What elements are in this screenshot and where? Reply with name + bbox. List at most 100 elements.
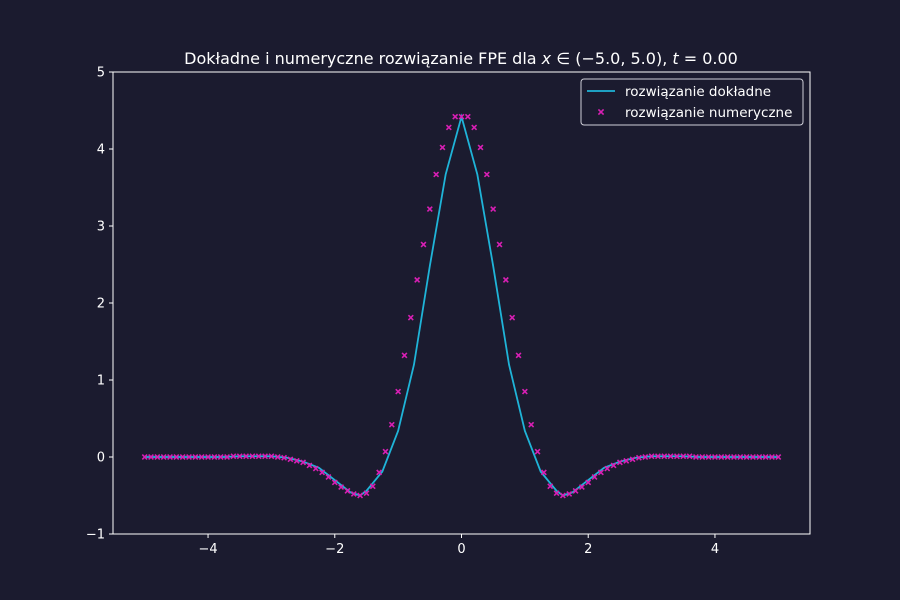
data-point-numeric <box>553 490 560 497</box>
x-tick-label: −2 <box>325 542 344 557</box>
data-point-numeric <box>711 454 718 460</box>
data-point-numeric <box>344 487 351 494</box>
y-tick-label: 2 <box>97 297 105 312</box>
data-point-numeric <box>407 314 414 321</box>
data-point-numeric <box>179 454 186 460</box>
data-point-numeric <box>648 453 655 460</box>
data-point-numeric <box>186 454 193 460</box>
data-point-numeric <box>452 113 459 120</box>
data-point-numeric <box>616 459 623 466</box>
data-point-numeric <box>686 453 693 460</box>
data-point-numeric <box>350 490 357 497</box>
title-math-t: t <box>672 49 679 68</box>
data-point-numeric <box>243 453 250 460</box>
data-point-numeric <box>597 469 604 476</box>
legend-label: rozwiązanie dokładne <box>625 84 771 100</box>
data-point-numeric <box>369 483 376 490</box>
data-point-numeric <box>661 453 668 460</box>
data-point-numeric <box>331 479 338 486</box>
data-point-numeric <box>775 454 782 460</box>
data-point-numeric <box>268 453 275 460</box>
data-point-numeric <box>445 124 452 131</box>
data-point-numeric <box>249 453 256 460</box>
data-point-numeric <box>515 352 522 359</box>
x-tick-label: 0 <box>457 542 465 557</box>
legend-entry: rozwiązanie numeryczne <box>597 105 792 121</box>
data-point-numeric <box>433 171 440 178</box>
data-point-numeric <box>502 276 509 283</box>
data-point-numeric <box>376 469 383 476</box>
data-point-numeric <box>464 113 471 120</box>
legend: rozwiązanie dokładne rozwiązanie numerycz… <box>580 78 804 126</box>
data-point-numeric <box>287 456 294 463</box>
data-point-numeric <box>230 453 237 460</box>
x-tick-label: 4 <box>711 542 719 557</box>
data-point-numeric <box>718 454 725 460</box>
data-point-numeric <box>426 206 433 213</box>
data-point-numeric <box>255 453 262 460</box>
data-point-numeric <box>769 454 775 460</box>
data-point-numeric <box>395 388 402 395</box>
chart-title: Dokładne i numeryczne rozwiązanie FPE dl… <box>184 49 738 68</box>
y-tick-label: −1 <box>86 528 105 543</box>
data-point-numeric <box>148 454 154 460</box>
data-point-numeric <box>572 487 579 494</box>
title-math-x: x <box>541 49 552 68</box>
data-point-numeric <box>154 454 161 460</box>
data-point-numeric <box>724 454 731 460</box>
data-point-numeric <box>737 454 744 460</box>
data-point-numeric <box>236 453 243 460</box>
data-point-numeric <box>692 454 699 460</box>
data-point-numeric <box>281 454 288 461</box>
title-prefix: Dokładne i numeryczne rozwiązanie FPE dl… <box>184 49 542 68</box>
data-point-numeric <box>654 453 661 460</box>
data-point-numeric <box>490 206 497 213</box>
plot-area <box>141 113 782 499</box>
data-point-numeric <box>566 490 573 497</box>
data-point-numeric <box>610 462 617 469</box>
data-point-numeric <box>312 465 319 472</box>
data-point-numeric <box>357 492 364 499</box>
data-point-numeric <box>173 454 180 460</box>
data-point-numeric <box>483 171 490 178</box>
data-point-numeric <box>623 457 630 464</box>
data-point-numeric <box>629 456 636 463</box>
data-point-numeric <box>141 454 148 460</box>
title-math-eq: = 0.00 <box>679 49 738 68</box>
data-point-numeric <box>667 453 674 460</box>
axes-frame <box>112 71 811 535</box>
data-point-numeric <box>401 352 408 359</box>
y-tick-label: 4 <box>97 143 105 158</box>
data-point-numeric <box>496 241 503 248</box>
legend-label: rozwiązanie numeryczne <box>625 105 792 121</box>
x-tick-label: 2 <box>584 542 592 557</box>
data-point-numeric <box>293 457 300 464</box>
title-math-in: ∈ (−5.0, 5.0), <box>551 49 672 68</box>
data-point-numeric <box>167 454 173 460</box>
data-point-numeric <box>217 454 224 460</box>
data-point-numeric <box>388 421 395 428</box>
data-point-numeric <box>547 483 554 490</box>
data-point-numeric <box>306 462 313 469</box>
data-point-numeric <box>528 421 535 428</box>
y-tick-label: 1 <box>97 374 105 389</box>
data-point-numeric <box>762 454 769 460</box>
data-point-numeric <box>521 388 528 395</box>
data-point-numeric <box>160 454 167 460</box>
data-point-numeric <box>439 144 446 151</box>
data-point-numeric <box>363 490 370 497</box>
series-line-exact <box>144 113 779 497</box>
data-point-numeric <box>730 454 737 460</box>
data-point-numeric <box>585 479 592 486</box>
legend-x-swatch <box>597 108 605 116</box>
data-point-numeric <box>382 448 389 455</box>
legend-entry: rozwiązanie dokładne <box>587 84 771 100</box>
axes: −4 −2 0 2 4 −1 0 1 2 3 4 5 <box>86 66 811 557</box>
data-point-numeric <box>680 453 687 460</box>
data-point-numeric <box>743 454 750 460</box>
data-point-numeric <box>338 484 345 490</box>
data-point-numeric <box>198 454 205 460</box>
data-point-numeric <box>420 241 427 248</box>
